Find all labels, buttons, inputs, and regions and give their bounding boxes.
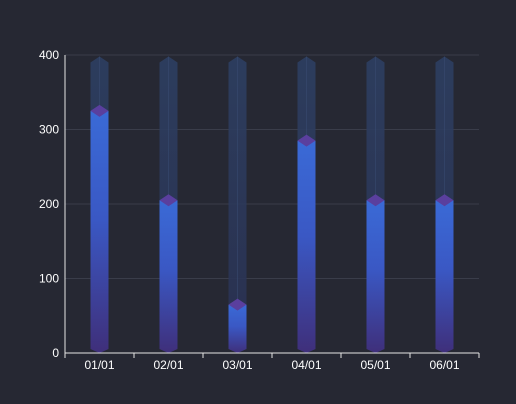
data-bar (91, 111, 109, 353)
data-bar (367, 200, 385, 353)
bar-tracks (91, 56, 454, 353)
data-bar (298, 141, 316, 353)
data-bar (229, 305, 247, 353)
data-bar (160, 200, 178, 353)
data-bar (436, 200, 454, 353)
grid-lines (65, 55, 479, 279)
x-tick-label: 02/01 (153, 358, 183, 372)
x-tick-label: 01/01 (84, 358, 114, 372)
x-tick-label: 03/01 (222, 358, 252, 372)
y-tick-label: 400 (39, 48, 59, 62)
x-tick-label: 06/01 (429, 358, 459, 372)
y-tick-label: 300 (39, 123, 59, 137)
y-tick-label: 100 (39, 272, 59, 286)
x-tick-label: 04/01 (291, 358, 321, 372)
data-bars (91, 105, 454, 353)
y-tick-label: 0 (52, 346, 59, 360)
x-tick-label: 05/01 (360, 358, 390, 372)
y-tick-label: 200 (39, 197, 59, 211)
